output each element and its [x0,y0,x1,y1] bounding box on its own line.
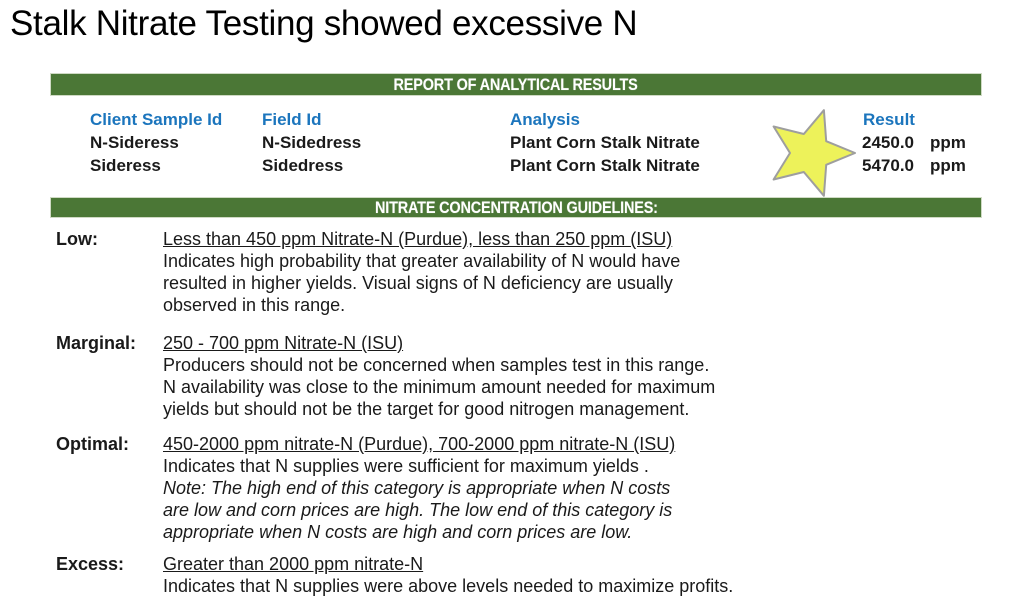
guidelines-header-text: NITRATE CONCENTRATION GUIDELINES: [374,197,658,217]
guideline-section-low: Low: Less than 450 ppm Nitrate-N (Purdue… [56,228,956,316]
guideline-heading: 250 - 700 ppm Nitrate-N (ISU) [163,333,404,353]
guideline-heading: Less than 450 ppm Nitrate-N (Purdue), le… [163,229,673,249]
highlight-star-icon [772,109,856,197]
guideline-body-line: Indicates that N supplies were above lev… [163,576,734,596]
guidelines-header-bar: NITRATE CONCENTRATION GUIDELINES: [50,197,982,218]
guideline-heading: 450-2000 ppm nitrate-N (Purdue), 700-200… [163,434,676,454]
guideline-label: Excess: [56,554,125,574]
table-row-cell-analysis: Plant Corn Stalk Nitrate [510,133,700,152]
guideline-body-line: observed in this range. [163,295,346,315]
guideline-body-line: N availability was close to the minimum … [163,377,716,397]
column-header-client-sample-id: Client Sample Id [90,110,223,129]
table-row-cell-result-value: 2450.0 [862,133,914,152]
table-row-cell-client: Sideress [90,156,161,175]
report-header-text: REPORT OF ANALYTICAL RESULTS [393,74,639,94]
table-row-cell-field: N-Sidedress [262,133,362,152]
table-row-cell-result-unit: ppm [930,156,966,175]
guideline-label: Marginal: [56,333,137,353]
guideline-body-line: resulted in higher yields. Visual signs … [163,273,673,293]
guideline-note-line: Note: The high end of this category is a… [163,478,671,498]
guideline-section-marginal: Marginal: 250 - 700 ppm Nitrate-N (ISU) … [56,332,956,420]
column-header-field-id: Field Id [262,110,322,129]
guideline-label: Optimal: [56,434,130,454]
column-header-analysis: Analysis [510,110,580,129]
guideline-body-line: yields but should not be the target for … [163,399,690,419]
table-row-cell-client: N-Sideress [90,133,179,152]
guideline-body-line: Producers should not be concerned when s… [163,355,710,375]
guideline-note-line: are low and corn prices are high. The lo… [163,500,673,520]
page-title: Stalk Nitrate Testing showed excessive N [10,4,638,43]
table-row-cell-result-value: 5470.0 [862,156,914,175]
guideline-body-line: Indicates high probability that greater … [163,251,681,271]
table-row-cell-result-unit: ppm [930,133,966,152]
guideline-section-optimal: Optimal: 450-2000 ppm nitrate-N (Purdue)… [56,433,956,543]
guideline-section-excess: Excess: Greater than 2000 ppm nitrate-N … [56,553,956,597]
guideline-note-line: appropriate when N costs are high and co… [163,522,633,542]
report-header-bar: REPORT OF ANALYTICAL RESULTS [50,73,982,96]
guideline-label: Low: [56,229,98,249]
table-row-cell-field: Sidedress [262,156,344,175]
guideline-heading: Greater than 2000 ppm nitrate-N [163,554,424,574]
table-row-cell-analysis: Plant Corn Stalk Nitrate [510,156,700,175]
column-header-result: Result [863,110,915,129]
guideline-body-line: Indicates that N supplies were sufficien… [163,456,649,476]
